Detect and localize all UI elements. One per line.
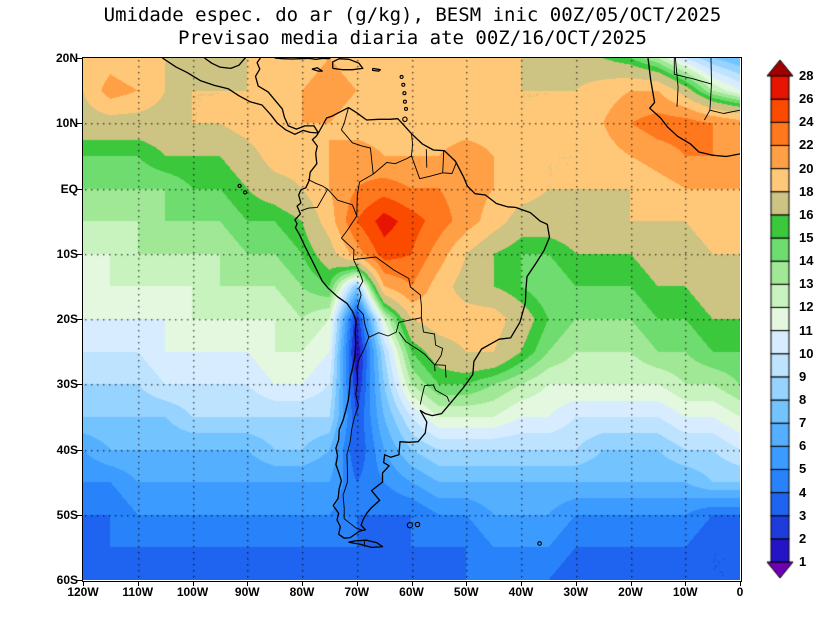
colorbar-label: 10 bbox=[799, 345, 814, 361]
y-tick-label: 50S bbox=[56, 507, 78, 522]
x-tick-label: 50W bbox=[453, 585, 479, 599]
y-tick-mark bbox=[77, 253, 82, 255]
x-tick-label: 0 bbox=[736, 585, 744, 599]
y-tick-mark bbox=[77, 449, 82, 451]
y-tick-label: 30S bbox=[56, 377, 78, 392]
colorbar-label: 14 bbox=[799, 253, 814, 269]
x-tick-label: 40W bbox=[508, 585, 534, 599]
y-tick-label: 10N bbox=[55, 116, 78, 131]
y-tick-label: 20N bbox=[55, 51, 78, 65]
colorbar-label: 28 bbox=[799, 68, 814, 83]
colorbar-label: 13 bbox=[799, 276, 814, 292]
colorbar-label: 7 bbox=[799, 415, 807, 431]
y-tick-mark bbox=[77, 188, 82, 190]
colorbar-label: 4 bbox=[799, 484, 807, 500]
colorbar-label: 3 bbox=[799, 507, 807, 523]
colorbar-label: 12 bbox=[799, 299, 814, 315]
y-tick-mark bbox=[77, 384, 82, 386]
y-tick-mark bbox=[77, 580, 82, 581]
colorbar-label: 1 bbox=[799, 554, 807, 569]
colorbar bbox=[764, 58, 798, 580]
y-tick-label: 10S bbox=[56, 246, 78, 261]
colorbar-label: 24 bbox=[799, 114, 814, 130]
x-tick-mark bbox=[83, 581, 84, 586]
y-tick-label: 40S bbox=[56, 442, 78, 457]
x-tick-label: 10W bbox=[672, 585, 698, 599]
x-tick-label: 100W bbox=[176, 585, 209, 599]
x-tick-mark bbox=[192, 581, 194, 586]
y-tick-mark bbox=[77, 514, 82, 516]
y-tick-label: 20S bbox=[56, 312, 78, 326]
x-tick-mark bbox=[740, 581, 741, 586]
colorbar-label: 18 bbox=[799, 183, 814, 199]
x-tick-label: 90W bbox=[234, 585, 260, 599]
x-tick-mark bbox=[466, 581, 468, 586]
x-tick-label: 110W bbox=[122, 585, 154, 599]
x-tick-mark bbox=[630, 581, 632, 586]
x-tick-label: 80W bbox=[289, 585, 315, 599]
humidity-heatmap-canvas bbox=[83, 58, 740, 580]
colorbar-label: 2 bbox=[799, 530, 807, 546]
x-tick-mark bbox=[411, 581, 413, 586]
x-tick-label: 30W bbox=[563, 585, 589, 599]
x-tick-label: 120W bbox=[67, 585, 99, 599]
colorbar-label: 22 bbox=[799, 137, 814, 153]
y-tick-mark bbox=[77, 123, 82, 125]
x-tick-mark bbox=[685, 581, 687, 586]
colorbar-label: 8 bbox=[799, 392, 807, 407]
x-tick-mark bbox=[575, 581, 577, 586]
x-tick-label: 60W bbox=[399, 585, 424, 599]
x-tick-mark bbox=[247, 581, 249, 586]
x-tick-mark bbox=[521, 581, 522, 586]
y-tick-mark bbox=[77, 319, 82, 320]
colorbar-label: 26 bbox=[799, 91, 814, 107]
colorbar-label: 16 bbox=[799, 206, 814, 222]
colorbar-label: 5 bbox=[799, 461, 807, 477]
y-tick-mark bbox=[77, 58, 82, 59]
x-tick-mark bbox=[356, 581, 358, 586]
chart-title: Umidade espec. do ar (g/kg), BESM inic 0… bbox=[103, 4, 722, 26]
x-tick-mark bbox=[137, 581, 139, 586]
colorbar-label: 20 bbox=[799, 160, 814, 176]
y-tick-label: 60S bbox=[56, 573, 78, 587]
y-tick-label: EQ bbox=[60, 181, 78, 196]
x-tick-label: 70W bbox=[344, 585, 370, 599]
x-tick-label: 20W bbox=[618, 585, 643, 599]
chart-subtitle: Previsao media diaria ate 00Z/16/OCT/202… bbox=[178, 27, 647, 49]
colorbar-label: 6 bbox=[799, 438, 807, 454]
colorbar-label: 9 bbox=[799, 368, 807, 384]
colorbar-label: 15 bbox=[799, 230, 814, 245]
colorbar-label: 11 bbox=[799, 322, 813, 338]
x-tick-mark bbox=[302, 581, 303, 586]
